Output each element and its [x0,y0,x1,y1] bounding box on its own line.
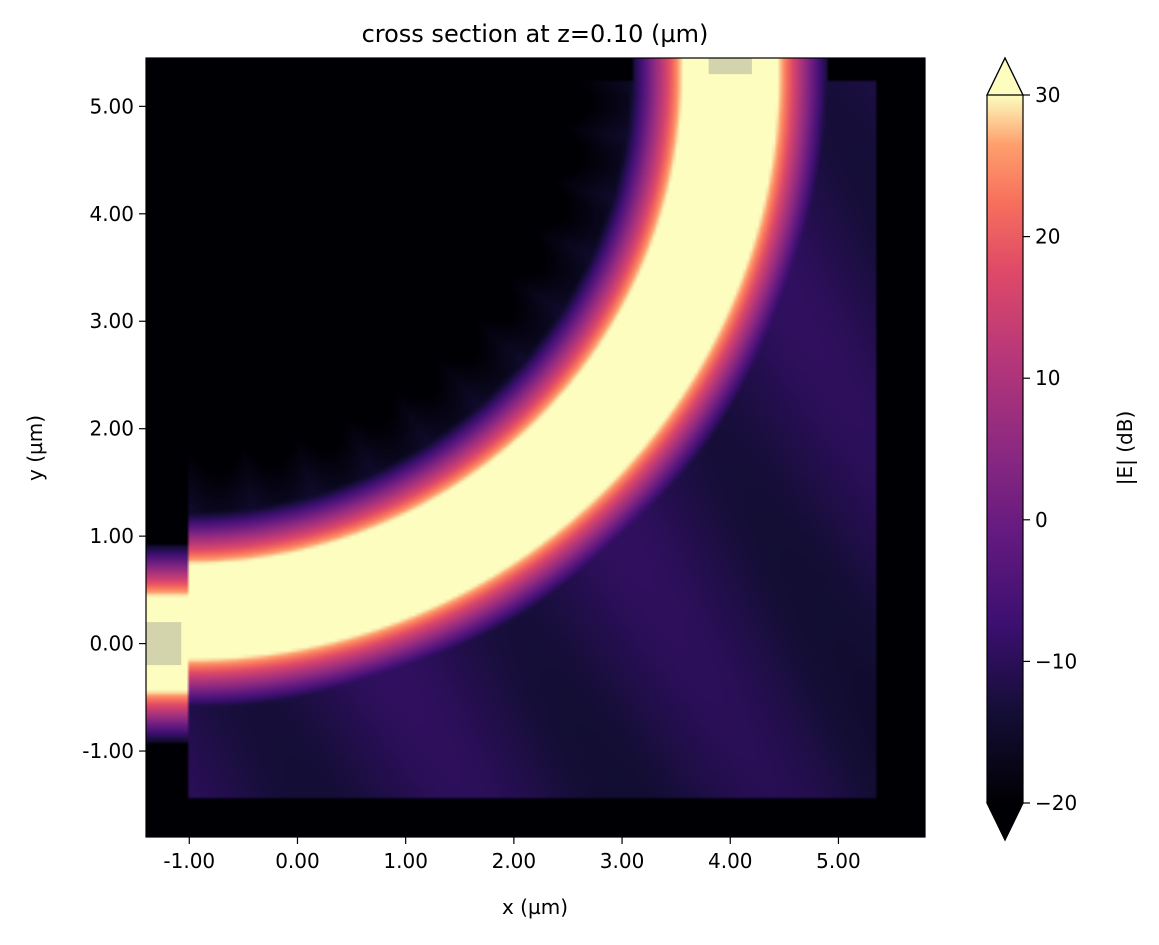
x-tick-label: 2.00 [492,849,537,873]
x-tick-label: 5.00 [816,849,861,873]
y-axis-label: y (µm) [23,415,47,481]
colorbar-tick-label: 0 [1035,508,1048,532]
y-tick-label: 5.00 [89,94,134,118]
y-axis: -1.00 0.00 1.00 2.00 3.00 4.00 5.00 [82,94,146,763]
colorbar-extend-top [986,56,1024,96]
colorbar: −20 −10 0 10 20 30 |E| (dB) [986,56,1137,842]
chart-title: cross section at z=0.10 (µm) [362,20,709,48]
x-tick-label: 3.00 [600,849,645,873]
input-port-marker [146,622,182,666]
colorbar-tick-label: 30 [1035,83,1060,107]
plot-frame [145,57,926,838]
x-tick-label: 4.00 [708,849,753,873]
x-axis-label: x (µm) [502,895,568,919]
plot-area [146,58,925,837]
colorbar-tick-label: −20 [1035,791,1077,815]
y-tick-label: 0.00 [89,632,134,656]
y-tick-label: 4.00 [89,202,134,226]
x-tick-label: -1.00 [163,849,215,873]
x-tick-label: 0.00 [275,849,320,873]
x-tick-label: 1.00 [383,849,428,873]
y-tick-label: -1.00 [82,739,134,763]
colorbar-label: |E| (dB) [1113,411,1137,486]
colorbar-tick-label: 20 [1035,225,1060,249]
y-tick-label: 2.00 [89,417,134,441]
y-tick-label: 3.00 [89,309,134,333]
colorbar-tick-label: 10 [1035,366,1060,390]
x-axis: -1.00 0.00 1.00 2.00 3.00 4.00 5.00 [163,837,861,873]
y-tick-label: 1.00 [89,524,134,548]
output-port-marker [708,58,752,75]
field-heatmap-image [146,58,925,837]
colorbar-fill [987,95,1023,803]
colorbar-ticks: −20 −10 0 10 20 30 [1023,83,1077,815]
colorbar-extend-bottom [986,802,1024,842]
colorbar-tick-label: −10 [1035,649,1077,673]
